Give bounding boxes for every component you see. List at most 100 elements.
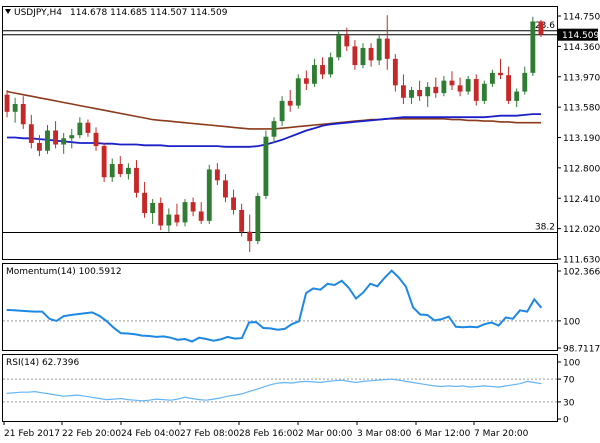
candle-bear	[20, 104, 26, 125]
candle-bear	[287, 100, 293, 106]
candle-bear	[231, 197, 236, 210]
candle-bear	[384, 38, 390, 59]
ohlc-values: 114.678 114.685 114.507 114.509	[70, 8, 228, 18]
candle-bear	[174, 214, 180, 223]
momentum-y-axis: 102.3666 100 98.7117	[3, 268, 600, 355]
candle-bear	[134, 167, 139, 193]
candle-bear	[198, 211, 204, 221]
candle-bear	[449, 80, 455, 86]
candle-bear	[158, 202, 164, 226]
candle-bull	[530, 21, 536, 73]
x-tick-label: 27 Feb 08:00	[180, 429, 239, 439]
x-tick-label: 28 Feb 16:00	[239, 429, 298, 439]
candle-bear	[214, 169, 220, 181]
candle-bear	[368, 47, 374, 61]
x-axis: 21 Feb 2017 22 Feb 20:00 24 Feb 04:00 27 Fe…	[3, 421, 529, 439]
main-grid: 23.6 38.2 114.509	[3, 21, 599, 234]
dropdown-icon[interactable]	[5, 9, 11, 14]
momentum-series	[6, 269, 543, 343]
main-y-tick-label: 112.410	[563, 195, 600, 205]
candle-bear	[473, 79, 479, 101]
candle-bull	[409, 89, 414, 98]
main-y-tick-label: 111.630	[563, 256, 600, 266]
candle-bull	[166, 214, 172, 226]
candle-bull	[295, 78, 301, 106]
candle-bull	[481, 83, 487, 101]
candle-bull	[12, 104, 18, 112]
candle-bull	[514, 91, 520, 101]
candle-bull	[206, 169, 212, 221]
momentum-panel-frame	[2, 263, 558, 351]
main-y-tick-label: 113.580	[563, 104, 600, 114]
candle-bull	[328, 57, 334, 75]
x-tick-label: 6 Mar 12:00	[416, 429, 471, 439]
candle-bear	[4, 94, 10, 112]
rsi-panel-frame	[2, 354, 558, 422]
candle-bear	[433, 86, 439, 94]
candle-bull	[263, 136, 269, 196]
candle-bear	[303, 78, 309, 84]
candle-bear	[344, 35, 350, 47]
rsi-y-axis: 100 70 30 0	[3, 359, 580, 426]
main-panel-frame	[2, 6, 558, 260]
candle-bull	[279, 100, 285, 122]
fib-level-label: 23.6	[535, 21, 555, 31]
candle-bear	[457, 85, 463, 92]
candle-bear	[142, 192, 147, 214]
x-tick-label: 3 Mar 08:00	[357, 429, 412, 439]
candle-bull	[255, 195, 261, 242]
main-y-tick-label: 114.360	[563, 43, 600, 53]
candle-bull	[125, 167, 131, 175]
main-y-tick-label: 112.800	[563, 164, 600, 174]
main-y-tick-label: 114.750	[563, 13, 600, 23]
rsi-y-tick-label: 70	[563, 376, 575, 386]
current-price-text: 114.509	[562, 31, 599, 41]
candle-bull	[77, 122, 83, 136]
candle-bear	[352, 46, 358, 66]
candle-bear	[498, 72, 503, 76]
candle-bear	[392, 58, 398, 86]
candle-bear	[190, 202, 196, 212]
candle-bear	[320, 65, 325, 75]
candle-bull	[465, 79, 471, 92]
rsi-line	[6, 378, 542, 402]
candle-bear	[85, 122, 91, 133]
x-tick-label: 24 Feb 04:00	[121, 429, 180, 439]
momentum-label: Momentum(14) 100.5912	[6, 267, 122, 277]
rsi-y-tick-label: 30	[563, 398, 575, 408]
x-tick-label: 22 Feb 20:00	[62, 429, 121, 439]
candle-bull	[109, 163, 115, 178]
candle-bull	[312, 65, 317, 84]
main-y-axis: 114.750 114.360 113.970 113.580 113.190 112.8…	[557, 13, 600, 266]
candle-bull	[425, 86, 431, 97]
candle-bull	[182, 202, 188, 223]
candle-bear	[247, 231, 253, 242]
candle-bull	[376, 38, 382, 61]
candles	[4, 15, 544, 252]
rsi-label: RSI(14) 62.7396	[6, 358, 79, 368]
main-y-tick-label: 113.970	[563, 73, 600, 83]
candle-bull	[271, 121, 277, 137]
rsi-series	[6, 378, 542, 402]
candle-bull	[69, 135, 75, 139]
candle-bear	[506, 75, 512, 101]
candle-bull	[150, 202, 156, 214]
candle-bear	[53, 130, 59, 145]
candle-bull	[360, 47, 366, 66]
rsi-y-tick-label: 0	[563, 416, 569, 426]
momentum-y-tick-label: 100	[563, 317, 580, 327]
main-y-tick-label: 113.190	[563, 134, 600, 144]
momentum-line	[6, 269, 543, 343]
candle-bear	[538, 21, 544, 35]
x-tick-label: 2 Mar 00:00	[298, 429, 353, 439]
momentum-y-tick-label: 98.7117	[563, 345, 600, 355]
candle-bull	[489, 72, 495, 84]
candle-bear	[28, 124, 34, 143]
candle-bull	[522, 72, 528, 92]
symbol-label: USDJPY,H4	[14, 8, 62, 18]
candle-bull	[441, 80, 447, 94]
candle-bear	[239, 209, 245, 232]
candle-bull	[336, 35, 342, 58]
